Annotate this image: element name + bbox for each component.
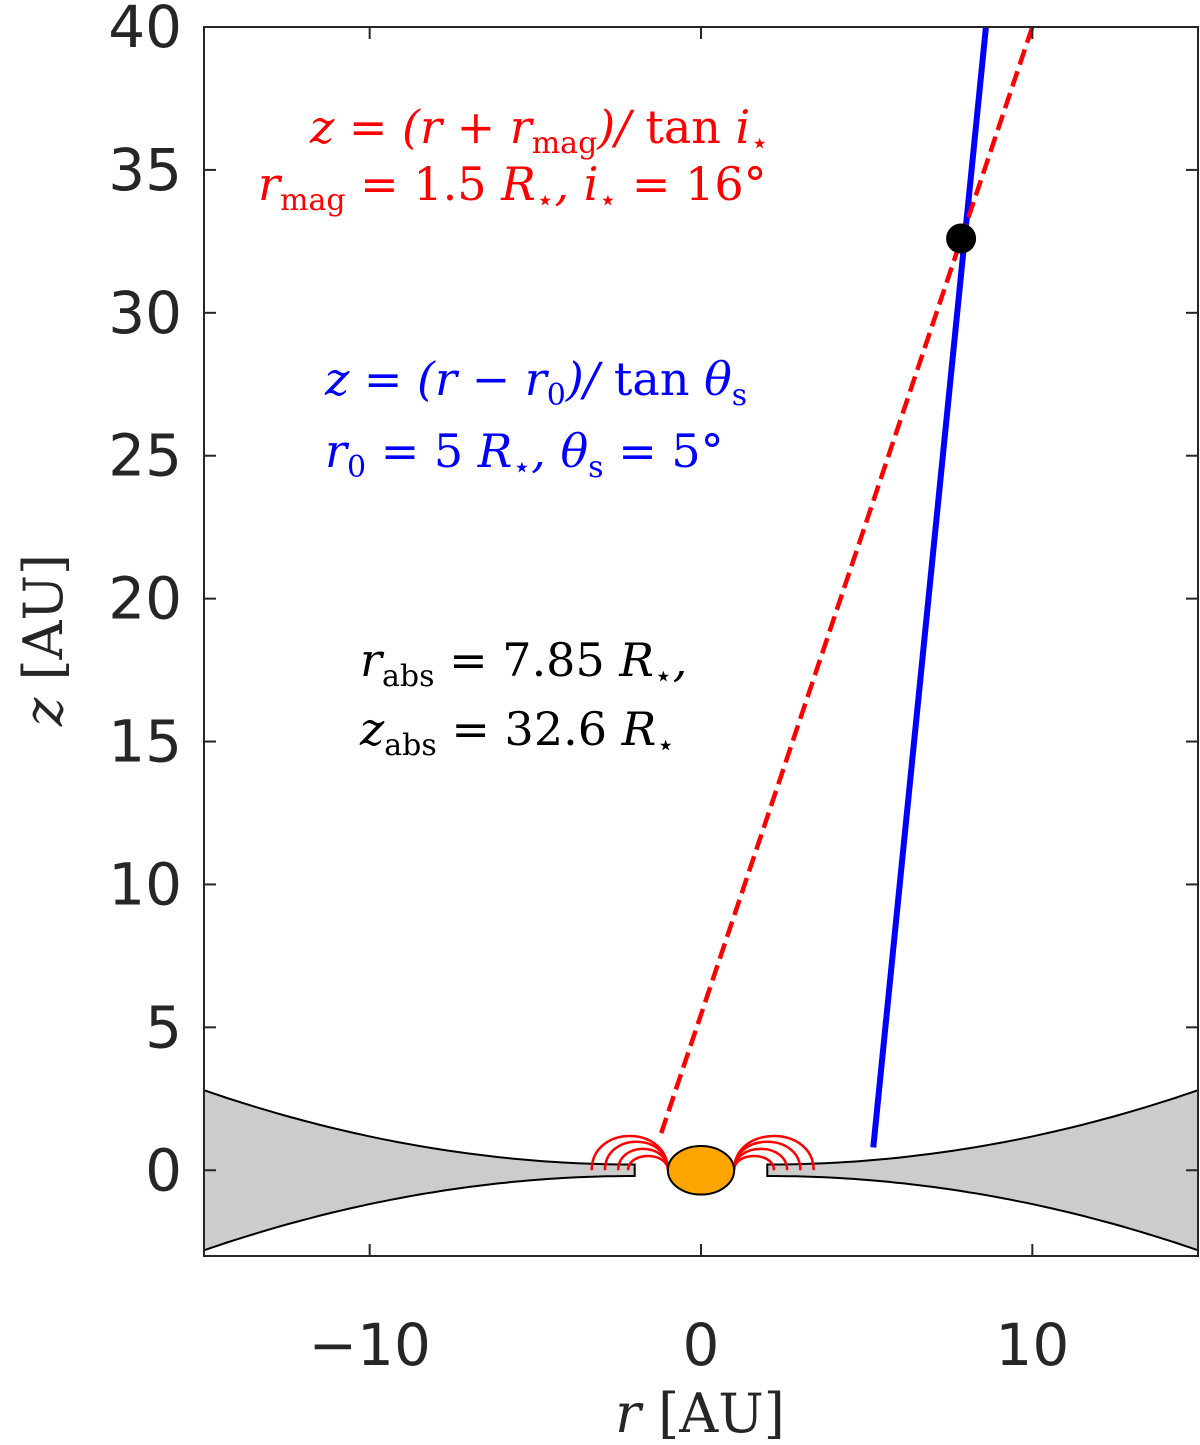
y-tick-label: 25 bbox=[108, 422, 182, 490]
disk-right bbox=[766, 1089, 1198, 1252]
y-tick-label: 20 bbox=[108, 565, 182, 633]
magnetic-loop-left-4 bbox=[626, 1154, 670, 1171]
red-dashed-line bbox=[659, 27, 1035, 1134]
y-tick-label: 40 bbox=[108, 0, 182, 61]
y-tick-label: 35 bbox=[108, 136, 182, 204]
plot-area bbox=[204, 27, 1198, 1256]
x-tick-label: 10 bbox=[995, 1311, 1069, 1379]
y-tick-label: 0 bbox=[145, 1136, 182, 1204]
y-axis-label: z [AU] bbox=[12, 554, 75, 727]
y-tick-label: 5 bbox=[145, 993, 182, 1061]
annotation-blue-line1: z = (r − r0)/ tan θs bbox=[324, 352, 747, 413]
blue-solid-line bbox=[870, 27, 989, 1148]
disk-left bbox=[204, 1089, 636, 1252]
intersection-point bbox=[946, 223, 977, 254]
y-tick-label: 10 bbox=[108, 850, 182, 918]
annotation-black-line1: rabs = 7.85 R⋆, bbox=[360, 633, 687, 694]
annotation-red-line1: z = (r + rmag)/ tan i⋆ bbox=[309, 100, 769, 161]
magnetic-loop-right-4 bbox=[732, 1154, 776, 1171]
x-tick-label: 0 bbox=[683, 1311, 720, 1379]
y-tick-label: 30 bbox=[108, 279, 182, 347]
x-axis-label: r [AU] bbox=[615, 1382, 785, 1445]
x-tick-label: −10 bbox=[308, 1311, 430, 1379]
star bbox=[666, 1144, 736, 1196]
y-tick-label: 15 bbox=[108, 708, 182, 776]
